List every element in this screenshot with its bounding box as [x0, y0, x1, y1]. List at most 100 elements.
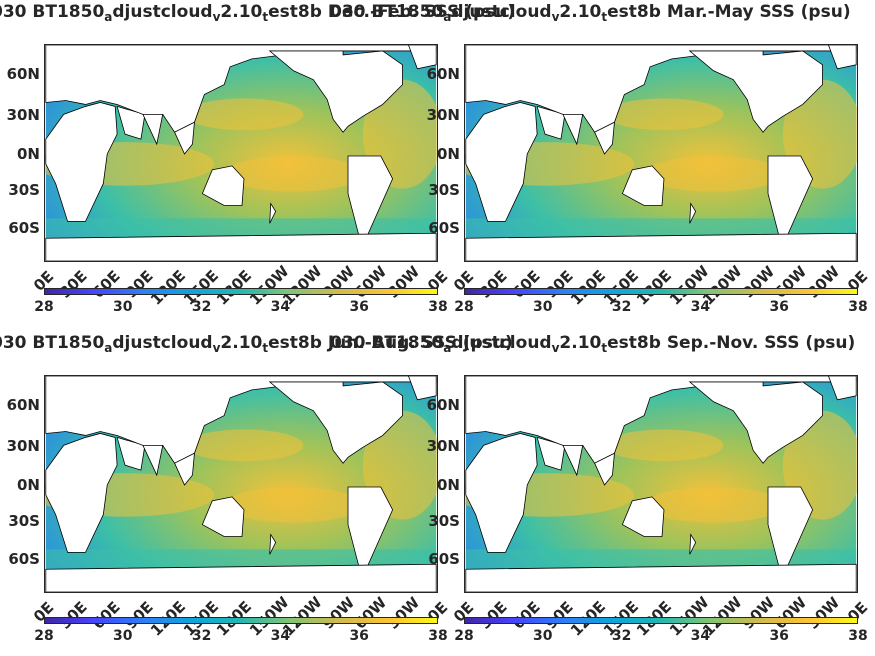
y-tick-label: 60S	[8, 219, 40, 237]
land-mass	[689, 533, 697, 555]
x-tick-label: 30W	[384, 262, 424, 302]
title-subscript: v	[212, 341, 221, 355]
land-mass	[408, 376, 437, 401]
title-text: 030 BT1850	[0, 2, 105, 22]
colorbar-tick-label: 36	[769, 299, 789, 315]
title-subscript: a	[104, 10, 113, 24]
y-tick-label: 60N	[426, 396, 460, 414]
southern-ocean-band	[45, 549, 437, 570]
title-subscript: t	[601, 10, 608, 24]
southern-ocean-band	[465, 218, 857, 239]
x-tick-label: 90W	[318, 262, 358, 302]
title-text: 030 BT1850	[330, 333, 444, 353]
panel-title: 030 BT1850adjustcloudv2.10test8b Jun.-Au…	[0, 333, 513, 355]
x-tick-label: 90W	[318, 593, 358, 633]
land-mass	[174, 452, 195, 486]
map-svg	[465, 376, 857, 592]
land-mass	[767, 155, 814, 244]
title-subscript: a	[104, 341, 113, 355]
land-mass	[465, 232, 857, 261]
x-tick-label: 60W	[771, 262, 811, 302]
title-text: 2.10	[220, 2, 263, 22]
colorbar-tick-label: 28	[454, 299, 474, 315]
southern-ocean-band	[45, 218, 437, 239]
title-subscript: v	[551, 341, 560, 355]
x-tick-label: 30E	[475, 597, 511, 633]
x-tick-label: 30E	[55, 597, 91, 633]
colorbar-tick-label: 34	[690, 299, 711, 315]
x-tick-label: 30W	[384, 593, 424, 633]
colorbar-tick-label: 32	[191, 628, 212, 644]
y-tick-label: 30S	[8, 181, 40, 199]
colorbar-tick-label: 38	[848, 299, 868, 315]
colorbar	[464, 617, 858, 624]
land-mass	[465, 102, 538, 222]
land-mass	[689, 202, 697, 224]
land-mass	[594, 452, 615, 486]
colorbar-tick-label: 36	[349, 299, 369, 315]
colorbar	[44, 288, 438, 295]
x-tick-label: 60W	[351, 593, 391, 633]
land-mass	[269, 202, 277, 224]
title-text: est8b Jun.-Aug. SSS (psu)	[268, 333, 513, 353]
high-salinity-region	[224, 155, 363, 192]
panel-title: 030 BT1850adjustcloudv2.10test8b Mar.-Ma…	[330, 2, 851, 24]
southern-ocean-band	[465, 549, 857, 570]
y-tick-label: 0N	[17, 145, 40, 163]
title-text: djustcloud	[451, 2, 552, 22]
title-text: djustcloud	[112, 333, 213, 353]
land-mass	[465, 563, 857, 592]
land-mass	[45, 232, 437, 261]
colorbar-tick-label: 32	[191, 299, 212, 315]
colorbar-tick-label: 34	[690, 628, 711, 644]
colorbar-tick-label: 30	[533, 299, 553, 315]
land-mass	[562, 113, 584, 146]
colorbar-tick-label: 34	[270, 628, 291, 644]
colorbar-tick-label: 30	[533, 628, 553, 644]
land-mass	[828, 45, 857, 70]
land-mass	[174, 121, 195, 155]
high-salinity-region	[644, 486, 783, 523]
land-mass	[688, 50, 823, 133]
y-tick-label: 30N	[6, 106, 40, 124]
land-mass	[268, 50, 403, 133]
salinity-map	[464, 44, 858, 262]
colorbar-tick-label: 36	[349, 628, 369, 644]
x-tick-label: 60W	[771, 593, 811, 633]
high-salinity-region	[184, 429, 304, 462]
title-subscript: a	[443, 341, 452, 355]
y-tick-label: 30S	[8, 512, 40, 530]
x-tick-label: 30W	[804, 593, 844, 633]
land-mass	[268, 381, 403, 464]
x-tick-label: 60E	[508, 266, 544, 302]
title-text: est8b Dec.-Feb. SSS (psu)	[268, 2, 516, 22]
y-tick-label: 30S	[428, 512, 460, 530]
colorbar-tick-label: 28	[454, 628, 474, 644]
salinity-map	[464, 375, 858, 593]
panel-title: 030 BT1850adjustcloudv2.10test8b Dec.-Fe…	[0, 2, 516, 24]
map-svg	[45, 45, 437, 261]
colorbar	[464, 288, 858, 295]
colorbar-tick-label: 38	[428, 628, 448, 644]
land-mass	[201, 496, 245, 537]
colorbar-tick-label: 30	[113, 299, 133, 315]
map-svg	[465, 45, 857, 261]
y-tick-label: 60N	[6, 65, 40, 83]
land-mass	[45, 433, 118, 553]
y-tick-label: 0N	[17, 476, 40, 494]
y-tick-label: 60S	[428, 550, 460, 568]
land-mass	[562, 444, 584, 477]
title-text: 2.10	[220, 333, 263, 353]
y-tick-label: 0N	[437, 145, 460, 163]
y-tick-label: 30N	[6, 437, 40, 455]
salinity-map	[44, 44, 438, 262]
land-mass	[465, 433, 538, 553]
x-tick-label: 90W	[738, 593, 778, 633]
land-mass	[408, 45, 437, 70]
panel-title: 030 BT1850adjustcloudv2.10test8b Sep.-No…	[330, 333, 855, 355]
title-text: 2.10	[559, 2, 602, 22]
high-salinity-region	[644, 155, 783, 192]
colorbar-tick-label: 38	[428, 299, 448, 315]
title-subscript: t	[601, 341, 608, 355]
land-mass	[347, 486, 394, 575]
